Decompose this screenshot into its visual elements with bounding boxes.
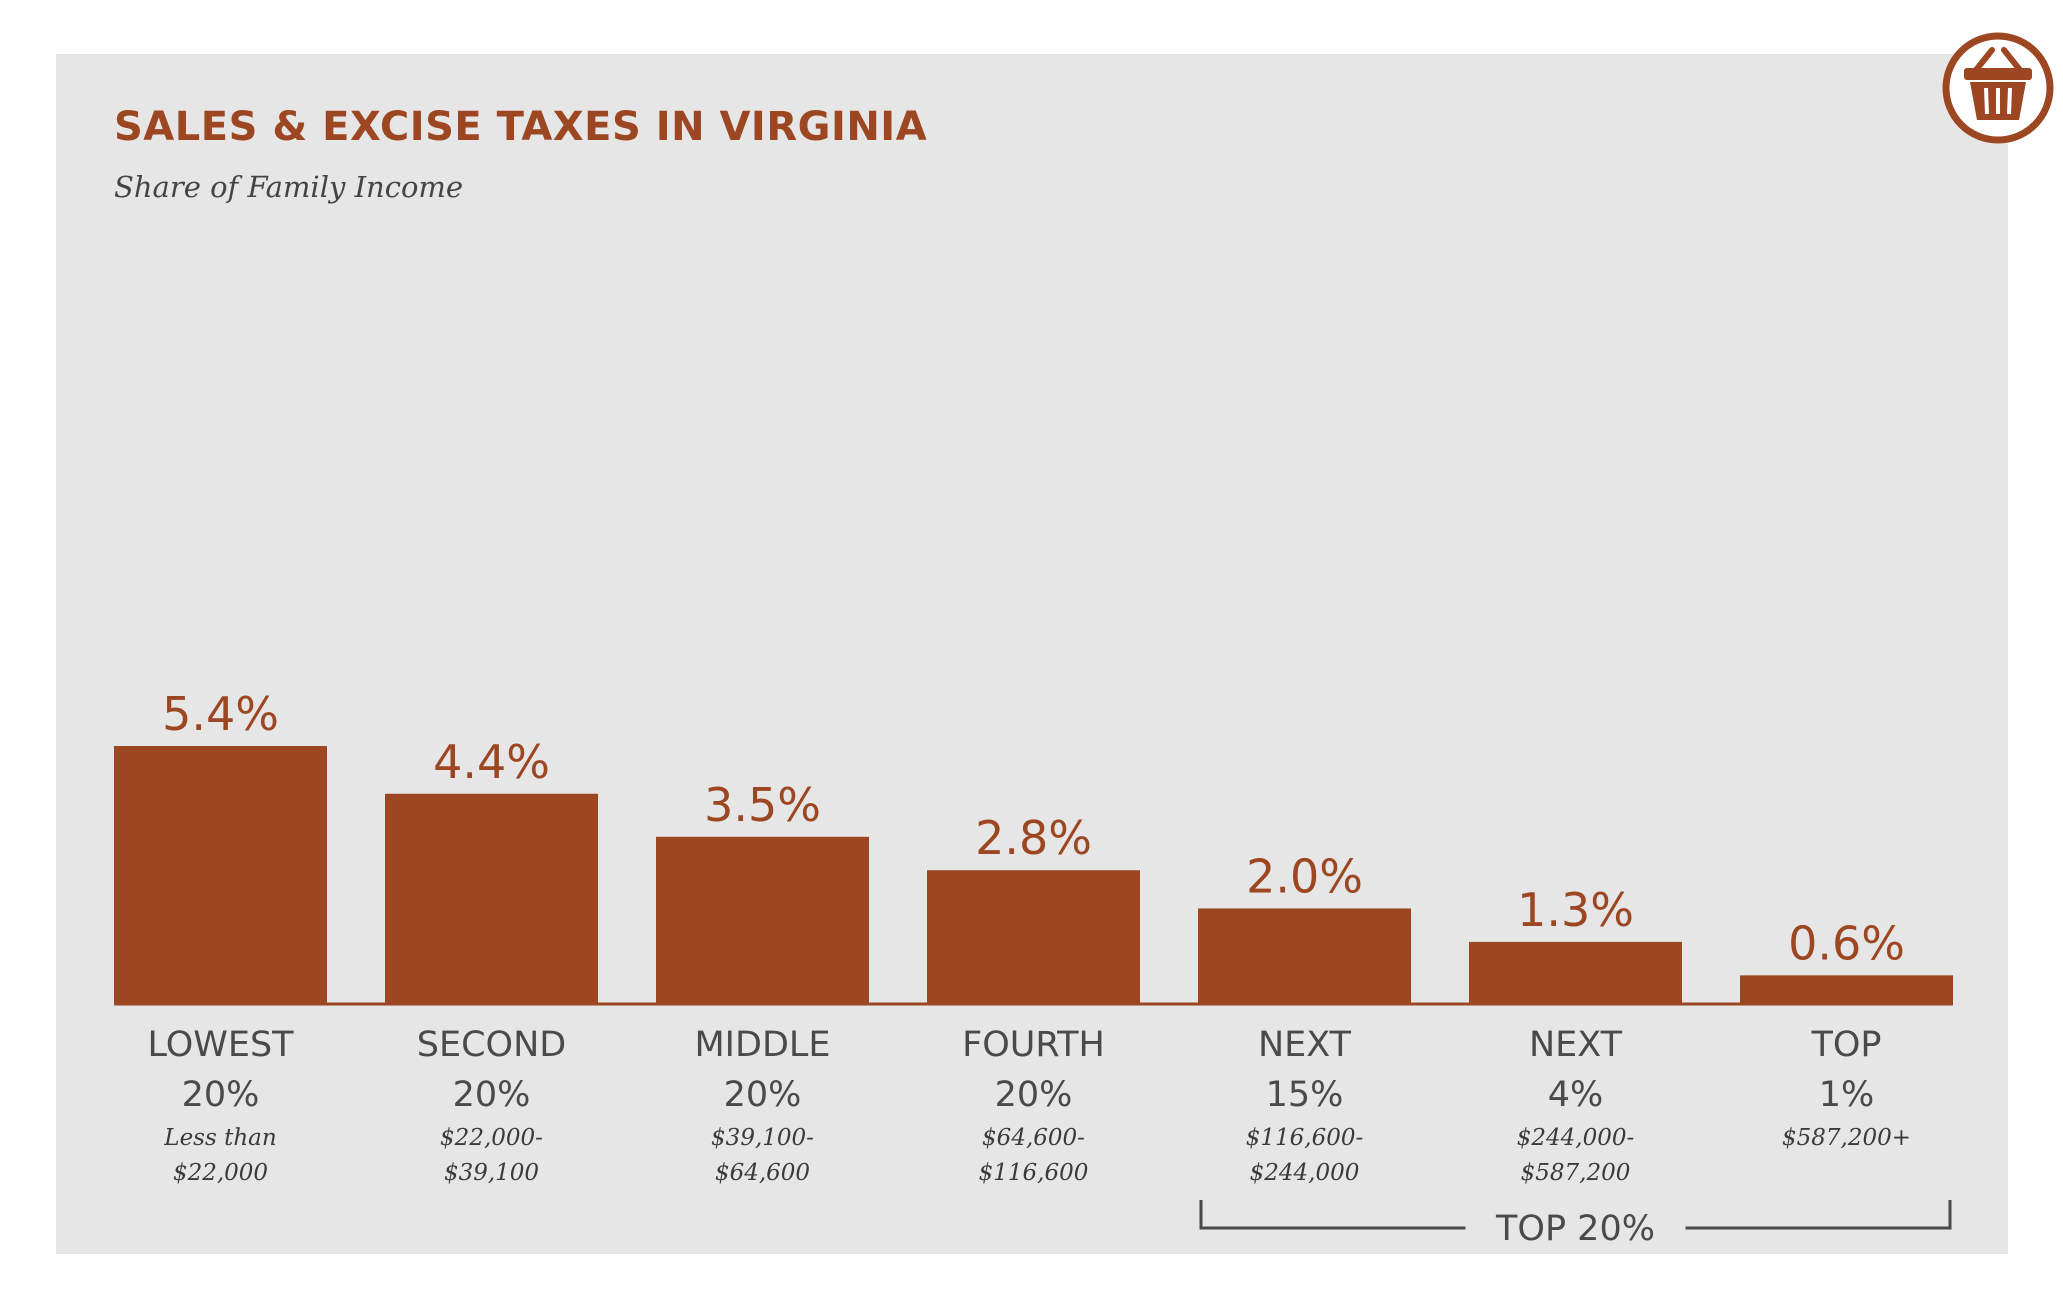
bar-6 bbox=[1469, 941, 1682, 1004]
income-range-5-b: $244,000 bbox=[1250, 1160, 1360, 1186]
data-label-2: 4.4% bbox=[433, 735, 550, 789]
category-label-3: MIDDLE bbox=[694, 1025, 830, 1065]
category-label-2: SECOND bbox=[417, 1025, 566, 1065]
chart-subtitle: Share of Family Income bbox=[114, 170, 464, 204]
group-bracket-right bbox=[1685, 1200, 1952, 1230]
bar-3 bbox=[656, 836, 869, 1004]
data-label-3: 3.5% bbox=[704, 778, 821, 832]
group-bracket-left bbox=[1199, 1200, 1466, 1230]
data-label-4: 2.8% bbox=[975, 811, 1092, 865]
category-share-7: 1% bbox=[1819, 1075, 1875, 1115]
shopping-basket-icon bbox=[1942, 32, 2054, 144]
income-range-2-b: $39,100 bbox=[444, 1160, 539, 1186]
chart-panel bbox=[56, 54, 2008, 1254]
group-label: TOP 20% bbox=[1495, 1209, 1655, 1249]
category-share-6: 4% bbox=[1548, 1075, 1604, 1115]
income-range-3-b: $64,600 bbox=[715, 1160, 810, 1186]
data-label-1: 5.4% bbox=[162, 687, 279, 741]
category-label-5: NEXT bbox=[1258, 1025, 1352, 1065]
income-range-7-a: $587,200+ bbox=[1782, 1125, 1911, 1151]
income-range-4-b: $116,600 bbox=[979, 1160, 1089, 1186]
bar-1 bbox=[114, 746, 327, 1004]
data-label-7: 0.6% bbox=[1788, 916, 1905, 970]
category-share-2: 20% bbox=[453, 1075, 531, 1115]
income-range-5-a: $116,600- bbox=[1246, 1125, 1364, 1151]
category-label-7: TOP bbox=[1810, 1025, 1881, 1065]
income-range-4-a: $64,600- bbox=[982, 1125, 1085, 1151]
income-range-1-b: $22,000 bbox=[173, 1160, 268, 1186]
bar-7 bbox=[1740, 975, 1953, 1004]
category-share-5: 15% bbox=[1266, 1075, 1344, 1115]
category-label-6: NEXT bbox=[1529, 1025, 1623, 1065]
income-range-2-a: $22,000- bbox=[440, 1125, 543, 1151]
bar-2 bbox=[385, 793, 598, 1004]
category-label-4: FOURTH bbox=[962, 1025, 1105, 1065]
data-label-5: 2.0% bbox=[1246, 849, 1363, 903]
data-label-6: 1.3% bbox=[1517, 883, 1634, 937]
category-share-1: 20% bbox=[182, 1075, 260, 1115]
chart-title: SALES & EXCISE TAXES IN VIRGINIA bbox=[114, 104, 928, 150]
income-range-6-a: $244,000- bbox=[1517, 1125, 1635, 1151]
category-label-1: LOWEST bbox=[147, 1025, 294, 1065]
bar-4 bbox=[927, 870, 1140, 1004]
income-range-3-a: $39,100- bbox=[711, 1125, 814, 1151]
income-range-1-a: Less than bbox=[163, 1125, 276, 1151]
category-share-3: 20% bbox=[724, 1075, 802, 1115]
bar-5 bbox=[1198, 908, 1411, 1004]
income-range-6-b: $587,200 bbox=[1521, 1160, 1631, 1186]
category-share-4: 20% bbox=[995, 1075, 1073, 1115]
